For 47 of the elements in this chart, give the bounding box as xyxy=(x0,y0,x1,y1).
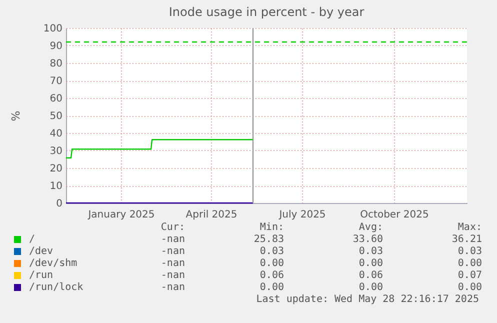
y-tick-label: 30 xyxy=(50,146,62,157)
text: Avg: xyxy=(358,222,383,234)
x-tick-label: October 2025 xyxy=(360,210,429,220)
x-tick-label: July 2025 xyxy=(278,210,326,220)
text: Max: xyxy=(456,222,482,234)
text: -nan xyxy=(160,258,185,270)
text: 0.06 xyxy=(258,270,284,282)
text: -nan xyxy=(160,234,185,246)
text: 25.83 xyxy=(252,234,284,246)
text: 0.03 xyxy=(358,246,383,258)
y-tick-label: 70 xyxy=(50,76,62,87)
legend-label: / xyxy=(29,234,36,246)
text: -nan xyxy=(160,282,185,294)
text: Last update: Wed May 28 22:16:17 2025 xyxy=(255,294,479,306)
y-axis-title: % xyxy=(9,110,22,122)
text: -nan xyxy=(160,246,185,258)
text: 0.00 xyxy=(258,258,284,270)
text: 0.06 xyxy=(358,270,383,282)
x-tick-label: April 2025 xyxy=(186,210,238,220)
text: 33.60 xyxy=(352,234,383,246)
y-tick-label: 60 xyxy=(50,94,62,104)
legend-label: /dev/shm xyxy=(29,258,78,270)
text: -nan xyxy=(160,270,185,282)
y-tick-label: 90 xyxy=(50,41,62,52)
text: 0.00 xyxy=(358,258,383,270)
y-tick-label: 80 xyxy=(50,58,62,70)
y-tick-label: 40 xyxy=(50,128,62,140)
text: 0.00 xyxy=(456,282,482,294)
text: 0.07 xyxy=(456,270,482,282)
text: 0.03 xyxy=(456,246,482,258)
text: 36.21 xyxy=(450,234,482,246)
y-tick-label: 100 xyxy=(43,24,62,34)
text: 0.00 xyxy=(358,282,383,294)
x-tick-label: January 2025 xyxy=(87,210,155,220)
text: 0.00 xyxy=(456,258,482,270)
y-tick-label: 50 xyxy=(50,111,62,122)
y-tick-label: 20 xyxy=(50,164,62,174)
y-tick-label: 10 xyxy=(50,181,62,192)
text: 0.03 xyxy=(258,246,284,258)
y-tick-label: 0 xyxy=(56,198,62,210)
text: Min: xyxy=(258,222,284,234)
chart-title: Inode usage in percent - by year xyxy=(168,5,364,19)
legend-label: /run xyxy=(29,270,54,282)
legend-label: /run/lock xyxy=(29,282,84,294)
text: 0.00 xyxy=(258,282,284,294)
legend-label: /dev xyxy=(29,246,54,258)
text: Cur: xyxy=(160,222,185,234)
